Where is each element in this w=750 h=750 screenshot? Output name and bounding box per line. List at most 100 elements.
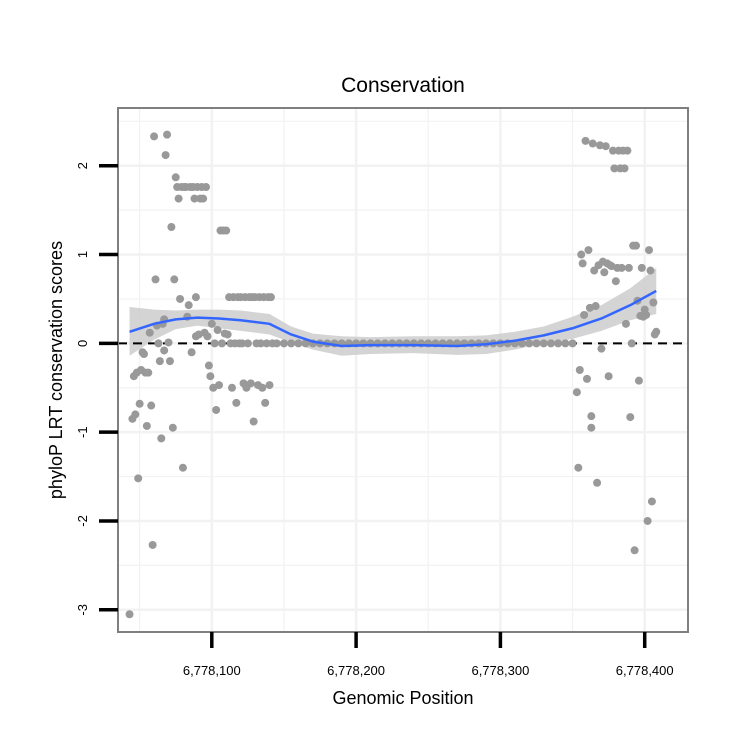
data-point <box>202 183 211 192</box>
data-point <box>301 339 310 348</box>
data-point <box>223 330 232 339</box>
data-point <box>590 266 599 275</box>
data-point <box>539 339 548 348</box>
data-point <box>575 366 584 374</box>
data-point <box>161 151 170 160</box>
data-point <box>624 263 633 272</box>
x-tick-label: 6,778,200 <box>327 663 385 678</box>
x-axis: 6,778,100 6,778,200 6,778,300 6,778,400 <box>183 632 674 678</box>
y-tick-label: -1 <box>75 426 90 438</box>
data-point <box>134 474 143 483</box>
data-point <box>561 339 570 348</box>
data-point <box>207 319 216 328</box>
data-point <box>135 399 144 408</box>
data-point <box>546 339 555 348</box>
y-axis: -3 -2 -1 0 1 2 <box>75 162 118 616</box>
data-point <box>222 226 231 235</box>
data-point <box>199 194 208 203</box>
data-point <box>212 405 221 414</box>
data-point <box>652 327 661 336</box>
data-point <box>206 372 215 381</box>
y-tick-label: 0 <box>75 340 90 347</box>
data-point <box>647 497 656 506</box>
data-points <box>125 130 661 619</box>
y-tick-label: 2 <box>75 162 90 169</box>
data-point <box>272 339 281 348</box>
data-point <box>171 173 180 182</box>
y-tick-label: -3 <box>75 604 90 616</box>
y-tick-label: 1 <box>75 251 90 258</box>
data-point <box>266 293 275 302</box>
data-point <box>634 376 643 385</box>
data-point <box>294 339 303 348</box>
data-point <box>574 463 583 472</box>
data-point <box>131 410 140 419</box>
data-point <box>630 546 639 555</box>
data-point <box>184 301 193 310</box>
data-point <box>228 383 236 392</box>
data-point <box>256 339 265 348</box>
data-point <box>604 372 613 381</box>
data-point <box>597 344 606 353</box>
data-point <box>210 339 219 348</box>
data-point <box>168 423 177 432</box>
data-point <box>139 350 148 359</box>
data-point <box>626 413 635 422</box>
data-point <box>155 357 164 366</box>
data-point <box>611 277 620 286</box>
data-point <box>642 310 651 319</box>
data-point <box>163 130 172 139</box>
chart-title: Conservation <box>341 74 465 97</box>
data-point <box>525 339 534 348</box>
data-point <box>581 136 590 145</box>
data-point <box>632 241 641 250</box>
data-point <box>157 434 166 443</box>
data-point <box>213 326 222 335</box>
data-point <box>258 383 267 392</box>
plot-panel <box>117 107 689 633</box>
smooth-line-layer <box>129 289 657 348</box>
data-point <box>627 339 636 348</box>
data-point <box>203 332 212 341</box>
data-point <box>646 266 655 275</box>
data-point <box>265 381 274 390</box>
data-point <box>262 339 271 348</box>
data-point <box>572 388 581 397</box>
x-axis-title: Genomic Position <box>332 688 473 708</box>
y-tick-label: -2 <box>75 515 90 527</box>
data-point <box>148 540 157 549</box>
data-point <box>154 339 163 348</box>
data-point <box>645 246 654 255</box>
data-point <box>588 139 597 148</box>
data-point <box>190 194 199 203</box>
data-point <box>601 142 610 151</box>
data-point <box>215 381 224 390</box>
data-point <box>178 463 187 472</box>
data-point <box>232 398 241 407</box>
y-axis-title: phyloP LRT conservation scores <box>46 241 66 499</box>
x-tick-label: 6,778,400 <box>616 663 674 678</box>
data-point <box>160 346 169 355</box>
data-point <box>170 275 179 284</box>
data-point <box>176 294 185 303</box>
data-point <box>174 194 183 203</box>
data-point <box>246 379 255 388</box>
data-point <box>167 223 176 232</box>
data-point <box>150 132 159 141</box>
data-point <box>187 348 196 357</box>
data-point <box>568 339 577 348</box>
data-point <box>164 338 173 347</box>
data-point <box>637 263 646 272</box>
data-point <box>617 263 626 272</box>
data-point <box>608 146 617 155</box>
data-point <box>147 401 156 410</box>
data-point <box>243 339 252 348</box>
data-point <box>582 374 591 383</box>
x-tick-label: 6,778,100 <box>183 663 241 678</box>
data-point <box>623 146 632 155</box>
data-point <box>610 164 619 173</box>
data-point <box>204 361 213 370</box>
data-point <box>287 339 296 348</box>
confidence-band <box>129 267 657 356</box>
data-point <box>649 298 658 307</box>
